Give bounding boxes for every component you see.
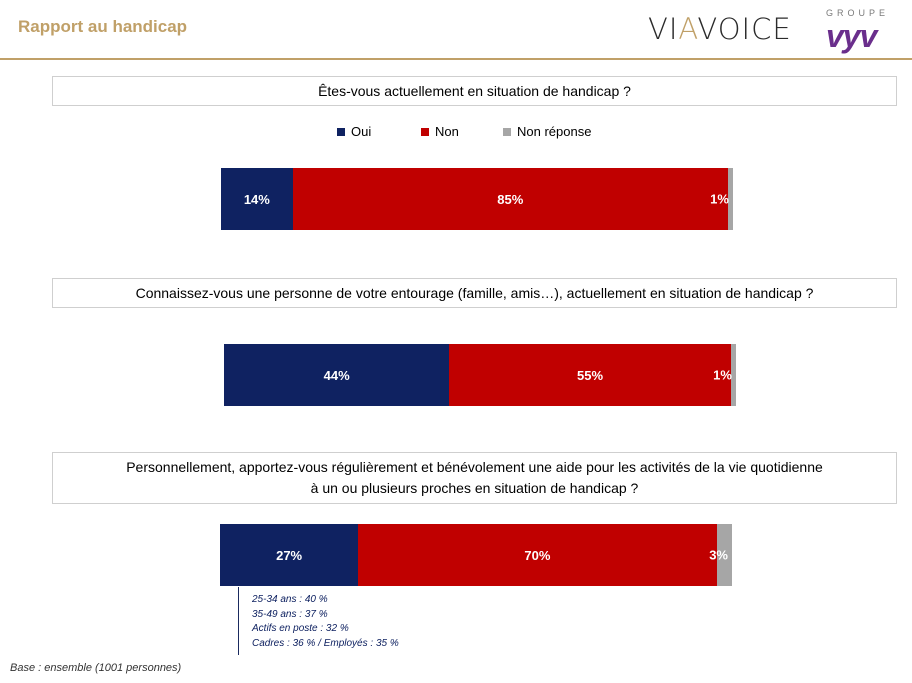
bar-value-label-oui: 44%	[323, 367, 350, 383]
question-3-line-1: Personnellement, apportez-vous régulière…	[126, 459, 823, 475]
bar-segment-non: 70%	[358, 524, 717, 586]
legend-label-oui: Oui	[351, 124, 372, 139]
bar-value-label-non-reponse: 3%	[709, 547, 728, 563]
bar-value-label-oui: 27%	[276, 547, 303, 563]
legend: Oui Non Non réponse	[0, 124, 912, 140]
annotation-item: 25-34 ans : 40 %	[252, 594, 328, 605]
bar-segment-non: 85%	[292, 168, 728, 230]
footnote: Base : ensemble (1001 personnes)	[10, 662, 182, 674]
bar-chart-1: 14% 85% 1%	[221, 168, 733, 230]
annotation-item: Cadres : 36 % / Employés : 35 %	[252, 637, 399, 649]
question-3-line-2: à un ou plusieurs proches en situation d…	[310, 480, 639, 496]
annotation-item: Actifs en poste : 32 %	[252, 623, 349, 634]
bar-value-label-non-reponse: 1%	[710, 191, 729, 207]
legend-swatch-oui	[337, 127, 345, 136]
legend-label-non: Non	[435, 124, 459, 139]
bar-segment-oui: 14%	[221, 168, 293, 230]
page-title: Rapport au handicap	[18, 17, 188, 36]
bar-segment-oui: 44%	[224, 344, 450, 406]
bar-value-label-non: 70%	[524, 547, 551, 563]
legend-label-non-reponse: Non réponse	[517, 124, 592, 139]
bar-segment-non: 55%	[449, 344, 731, 406]
question-3: Personnellement, apportez-vous régulière…	[52, 452, 897, 504]
bar-value-label-non: 55%	[577, 367, 604, 383]
bar-chart-3: 27% 70% 3%	[220, 524, 732, 586]
legend-swatch-non-reponse	[503, 127, 511, 136]
viavoice-logo: VIAVOICE	[648, 12, 792, 46]
question-2: Connaissez-vous une personne de votre en…	[52, 278, 897, 308]
annotation-bracket-line	[238, 587, 239, 655]
bar-value-label-non-reponse: 1%	[713, 367, 732, 383]
bar-chart-2: 44% 55% 1%	[224, 344, 736, 406]
question-1: Êtes-vous actuellement en situation de h…	[52, 76, 897, 106]
header-divider	[0, 58, 912, 60]
groupe-vyv-logo-caption: GROUPE	[826, 8, 890, 18]
bar-segment-non-reponse: 1%	[710, 168, 733, 230]
bar-value-label-oui: 14%	[243, 191, 270, 207]
bar-segment-oui: 27%	[220, 524, 359, 586]
legend-item-non: Non	[421, 124, 459, 139]
annotation-list: 25-34 ans : 40 % 35-49 ans : 37 % Actifs…	[252, 593, 399, 651]
bar-segment-non-reponse: 3%	[709, 524, 732, 586]
bar-value-label-non: 85%	[497, 191, 524, 207]
legend-item-non-reponse: Non réponse	[503, 124, 591, 139]
annotation-item: 35-49 ans : 37 %	[252, 608, 328, 620]
vyv-logo: vyv	[826, 18, 877, 54]
legend-swatch-non	[421, 127, 429, 136]
legend-item-oui: Oui	[337, 124, 371, 139]
bar-segment-non-reponse: 1%	[713, 344, 736, 406]
